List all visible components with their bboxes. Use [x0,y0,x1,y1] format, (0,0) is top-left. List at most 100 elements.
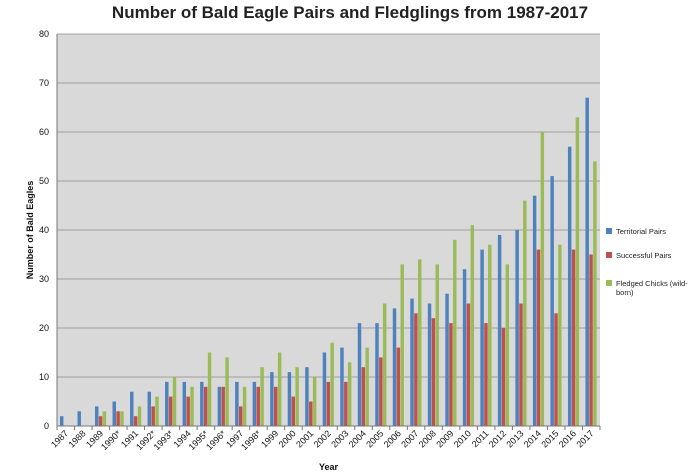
bar-fledged-chicks-wild-born [172,377,177,426]
bar-successful-pairs [274,386,278,426]
x-tick-label: 2013 [504,428,525,449]
bar-successful-pairs [449,323,453,426]
bar-successful-pairs [536,249,541,426]
legend-swatch [606,228,612,234]
bar-territorial-pairs [567,146,572,426]
x-tick-label: 1988 [66,428,87,449]
bar-successful-pairs [116,411,120,426]
x-tick-label: 2000 [277,428,298,449]
y-tick-label: 20 [39,323,49,333]
legend-label: Successful Pairs [616,251,672,260]
x-tick-label: 2006 [382,428,403,449]
bar-fledged-chicks-wild-born [453,239,457,426]
legend: Territorial Pairs Successful Pairs Fledged… [606,227,688,297]
bar-territorial-pairs [59,416,64,426]
x-tick-label: 2009 [434,428,455,449]
bar-successful-pairs [256,386,260,426]
bar-territorial-pairs [445,293,449,426]
bar-territorial-pairs [200,381,204,426]
y-tick-label: 0 [44,421,49,431]
bar-successful-pairs [589,254,593,426]
bar-territorial-pairs [77,411,81,426]
bar-territorial-pairs [252,381,257,426]
y-tick-label: 10 [39,372,49,382]
bar-territorial-pairs [95,406,99,426]
x-tick-label: 2011 [470,428,491,449]
x-tick-label: 1999 [259,428,280,449]
y-axis-title: Number of Bald Eagles [25,181,35,280]
x-axis-title: Year [319,462,339,472]
bar-territorial-pairs [497,234,502,426]
bar-territorial-pairs [515,230,519,426]
bar-successful-pairs [186,396,190,426]
bar-territorial-pairs [480,249,484,426]
legend-swatch [606,280,612,286]
bar-territorial-pairs [270,372,274,426]
bar-fledged-chicks-wild-born [260,367,264,426]
bar-fledged-chicks-wild-born [242,386,247,426]
bar-territorial-pairs [532,195,537,426]
bar-territorial-pairs [375,323,379,426]
y-tick-label: 40 [39,225,49,235]
x-tick-label: 2007 [399,428,420,449]
bar-territorial-pairs [147,391,152,426]
legend-label: born) [616,288,634,297]
bar-territorial-pairs [130,391,134,426]
x-tick-label: 2016 [557,428,578,449]
bar-fledged-chicks-wild-born [295,367,299,426]
bar-territorial-pairs [550,176,554,426]
bar-successful-pairs [519,303,523,426]
x-tick-label: 2002 [312,428,333,449]
bar-fledged-chicks-wild-born [470,225,475,426]
bar-territorial-pairs [305,367,309,426]
bar-successful-pairs [431,318,436,426]
y-tick-label: 30 [39,274,49,284]
bar-successful-pairs [466,303,471,426]
chart-title: Number of Bald Eagle Pairs and Fledgling… [111,3,589,22]
bar-territorial-pairs [217,386,222,426]
bar-territorial-pairs [357,323,362,426]
bar-fledged-chicks-wild-born [190,386,194,426]
bar-fledged-chicks-wild-born [330,342,334,426]
bar-fledged-chicks-wild-born [558,244,562,426]
x-tick-label: 2001 [294,428,315,449]
x-tick-label: 2017 [574,428,595,449]
bar-fledged-chicks-wild-born [523,200,527,426]
bar-fledged-chicks-wild-born [382,303,387,426]
bar-territorial-pairs [462,269,467,426]
bar-territorial-pairs [427,303,432,426]
bar-successful-pairs [168,396,173,426]
legend-label: Territorial Pairs [616,227,666,236]
x-tick-label: 2004 [347,428,368,449]
bar-territorial-pairs [585,97,589,426]
bar-fledged-chicks-wild-born [137,406,142,426]
bar-territorial-pairs [182,381,187,426]
bar-successful-pairs [98,416,103,426]
bar-fledged-chicks-wild-born [593,161,597,426]
bar-fledged-chicks-wild-born [312,377,317,426]
bar-fledged-chicks-wild-born [120,411,124,426]
y-tick-label: 70 [39,78,49,88]
bar-fledged-chicks-wild-born [418,259,422,426]
bar-territorial-pairs [165,381,169,426]
bar-territorial-pairs [322,352,327,426]
legend-swatch [606,252,612,258]
bar-successful-pairs [309,401,313,426]
bar-territorial-pairs [112,401,116,426]
bar-successful-pairs [203,386,208,426]
bar-successful-pairs [501,328,506,426]
bar-successful-pairs [238,406,243,426]
bar-territorial-pairs [287,372,292,426]
bar-fledged-chicks-wild-born [102,411,107,426]
bar-territorial-pairs [410,298,414,426]
bar-fledged-chicks-wild-born [365,347,369,426]
bars [59,97,597,427]
bar-successful-pairs [221,386,225,426]
bar-successful-pairs [379,357,383,426]
x-tick-label: 2003 [329,428,350,449]
bar-fledged-chicks-wild-born [540,132,545,426]
y-tick-label: 80 [39,29,49,39]
bar-successful-pairs [291,396,295,426]
x-tick-label: 2008 [417,428,438,449]
